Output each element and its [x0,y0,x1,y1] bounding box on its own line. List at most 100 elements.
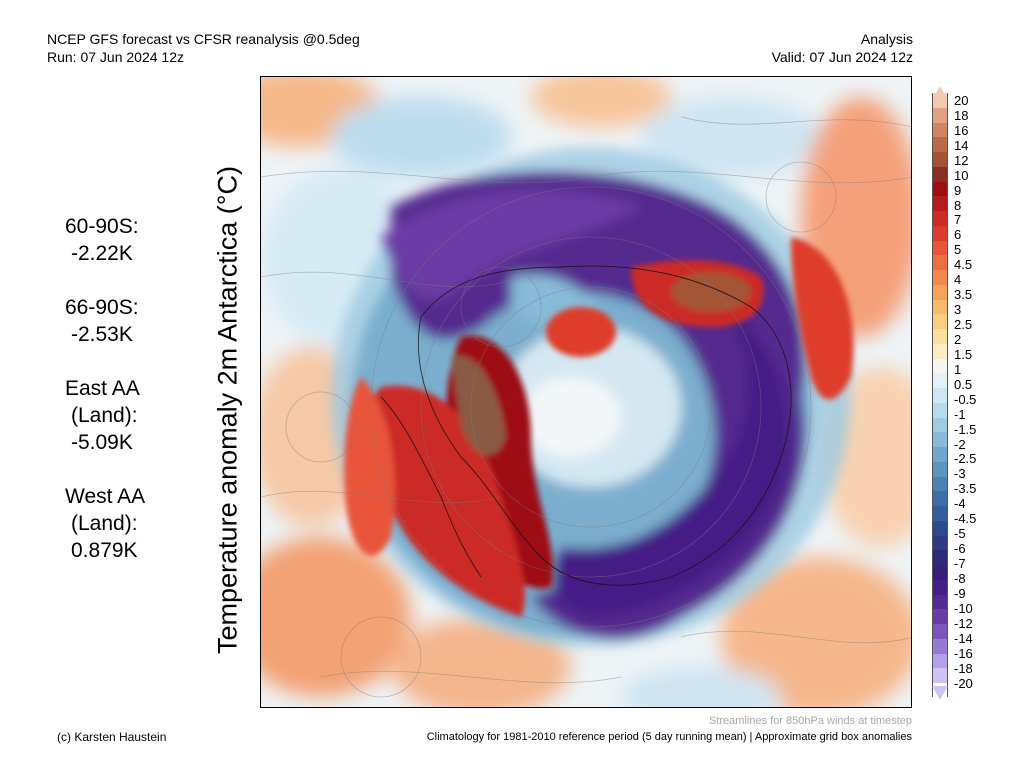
colorbar-segment [933,388,947,403]
colorbar-segment [933,314,947,329]
colorbar-segment [933,594,947,610]
colorbar-tick-label: 4.5 [954,257,973,273]
stat-value: 0.879K [71,539,138,562]
colorbar-tick-label: -1.5 [954,421,977,437]
colorbar-segment [933,166,947,182]
colorbar-segment [933,358,947,374]
header-left: NCEP GFS forecast vs CFSR reanalysis @0.… [47,30,360,66]
colorbar-tick-label: 9 [954,182,962,198]
colorbar-segment [933,240,947,256]
colorbar-segment [933,225,947,241]
colorbar-segments [932,93,948,697]
colorbar-segment [933,638,947,654]
colorbar-segment [933,122,947,138]
stat-west-aa: West AA (Land): 0.879K [65,483,145,564]
colorbar-tick-label: 20 [954,93,969,108]
colorbar-tick-label: -10 [954,600,973,616]
colorbar-segment [933,299,947,315]
colorbar-segment [933,107,947,123]
colorbar-tick-label: -5 [954,526,966,542]
colorbar-tick-label: -2.5 [954,451,977,467]
climatology-note: Climatology for 1981-2010 reference peri… [426,731,912,743]
stat-value: -5.09K [71,431,133,454]
colorbar-labels: 20 18 16 14 12 10 9 8 7 6 5 4.5 4 3.5 3 2.5 2 1.5 1 0.5 -0.5… [954,94,1014,694]
stat-66-90s: 66-90S: -2.53K [65,294,145,348]
colorbar-segment [933,343,947,359]
colorbar-tick-label: -18 [954,660,973,676]
header-right: Analysis Valid: 07 Jun 2024 12z [772,30,913,66]
colorbar-segment [933,284,947,300]
colorbar-segment [933,535,947,551]
warm-anomaly-regions [344,237,854,617]
colorbar-segment [933,447,947,462]
antarctica-coastline [380,265,792,586]
colorbar-segment [933,550,947,565]
colorbar-segment [933,373,947,388]
colorbar-tick-label: -3.5 [954,481,977,497]
stat-sublabel: (Land): [71,512,138,535]
colorbar-tick-label: 1.5 [954,346,973,362]
colorbar-tick-label: 3.5 [954,287,973,303]
anomaly-map [260,76,912,708]
colorbar-tick-label: -1 [954,406,966,422]
colorbar-tick-label: 5 [954,242,962,258]
colorbar-tick-label: 3 [954,302,962,318]
colorbar-tick-label: 12 [954,152,969,168]
stat-value: -2.22K [71,242,133,265]
valid-time: Valid: 07 Jun 2024 12z [771,49,913,65]
stat-east-aa: East AA (Land): -5.09K [65,375,145,456]
stat-label: 60-90S: [65,215,139,238]
colorbar-tick-label: -4 [954,496,966,512]
colorbar-tick-label: 1 [954,361,962,377]
streamlines [261,116,911,698]
colorbar-segment [933,432,947,447]
colorbar-segment [933,520,947,536]
colorbar-tick-label: 14 [954,137,969,153]
vertical-title: Temperature anomaly 2m Antarctica (°C) [212,166,243,654]
colorbar-tick-label: -16 [954,645,973,661]
colorbar-tick-label: -0.5 [954,391,977,407]
colorbar-tick-label: -20 [954,675,973,691]
colorbar-tick-label: -3 [954,466,966,482]
colorbar-segment [933,181,947,197]
colorbar-tick-label: 6 [954,227,962,243]
colorbar-segment [933,491,947,506]
colorbar-segment [933,329,947,344]
colorbar-segment [933,624,947,639]
colorbar-segment [933,196,947,211]
anomaly-map-graphic [261,77,911,707]
colorbar-tick-label: -9 [954,585,966,601]
copyright: (c) Karsten Haustein [57,730,167,744]
colorbar-tick-label: 10 [954,167,969,183]
colorbar-tick-label: 8 [954,197,962,213]
colorbar-tick-label: 7 [954,212,962,228]
colorbar-tick-label: 16 [954,122,969,138]
colorbar-segment [933,137,947,152]
colorbar-overflow-bottom [932,686,948,700]
stat-sublabel: (Land): [71,404,138,427]
colorbar-segment [933,211,947,226]
colorbar-tick-label: -8 [954,570,966,586]
anomaly-stats: 60-90S: -2.22K 66-90S: -2.53K East AA (L… [65,213,145,591]
colorbar-tick-label: -7 [954,556,966,572]
colorbar [932,86,948,697]
colorbar-tick-label: 4 [954,272,962,288]
colorbar-tick-label: 0.5 [954,376,973,392]
colorbar-segment [933,609,947,624]
colorbar-tick-label: -14 [954,630,973,646]
streamlines-note: Streamlines for 850hPa winds at timestep [709,715,912,727]
stat-60-90s: 60-90S: -2.22K [65,213,145,267]
colorbar-segment [933,653,947,669]
colorbar-segment [933,402,947,418]
analysis-label: Analysis [860,31,913,47]
colorbar-segment [933,579,947,595]
colorbar-segment [933,270,947,285]
colorbar-segment [933,417,947,433]
stat-label: East AA [65,377,140,400]
colorbar-tick-label: 18 [954,107,969,123]
colorbar-segment [933,152,947,167]
colorbar-segment [933,668,947,683]
colorbar-segment [933,461,947,477]
colorbar-segment [933,93,947,108]
stat-label: West AA [65,485,146,508]
